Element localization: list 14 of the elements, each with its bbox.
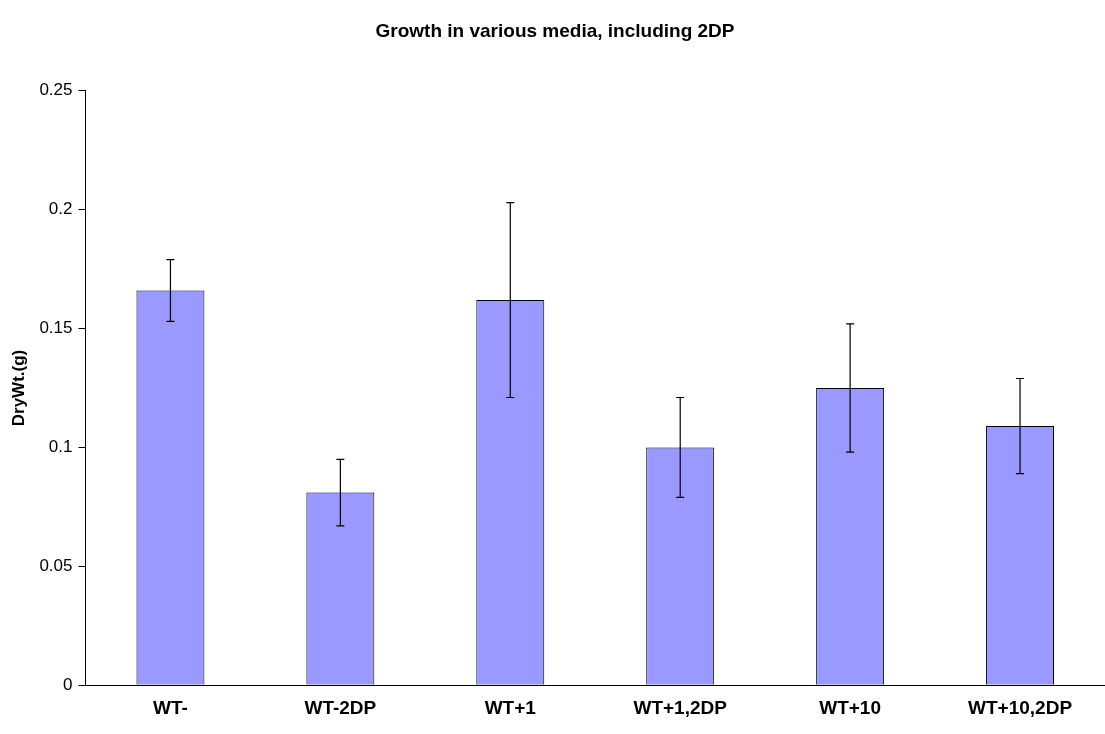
chart-title: Growth in various media, including 2DP: [375, 19, 735, 41]
y-tick-label: 0: [63, 674, 73, 694]
y-axis-title: DryWt.(g): [8, 349, 28, 427]
x-tick-label: WT+10: [819, 696, 882, 718]
x-tick-label: WT+10,2DP: [968, 696, 1073, 718]
y-tick-label: 0.15: [39, 318, 73, 338]
y-tick-label: 0.05: [39, 556, 73, 576]
x-tick-label: WT+1,2DP: [633, 696, 728, 718]
y-tick-label: 0.1: [48, 437, 73, 457]
y-tick-label: 0.2: [48, 199, 73, 219]
x-tick-label: WT-: [153, 696, 188, 718]
x-tick-label: WT+1: [484, 696, 537, 718]
x-tick-label: WT-2DP: [304, 696, 377, 718]
y-tick-label: 0.25: [39, 80, 73, 100]
